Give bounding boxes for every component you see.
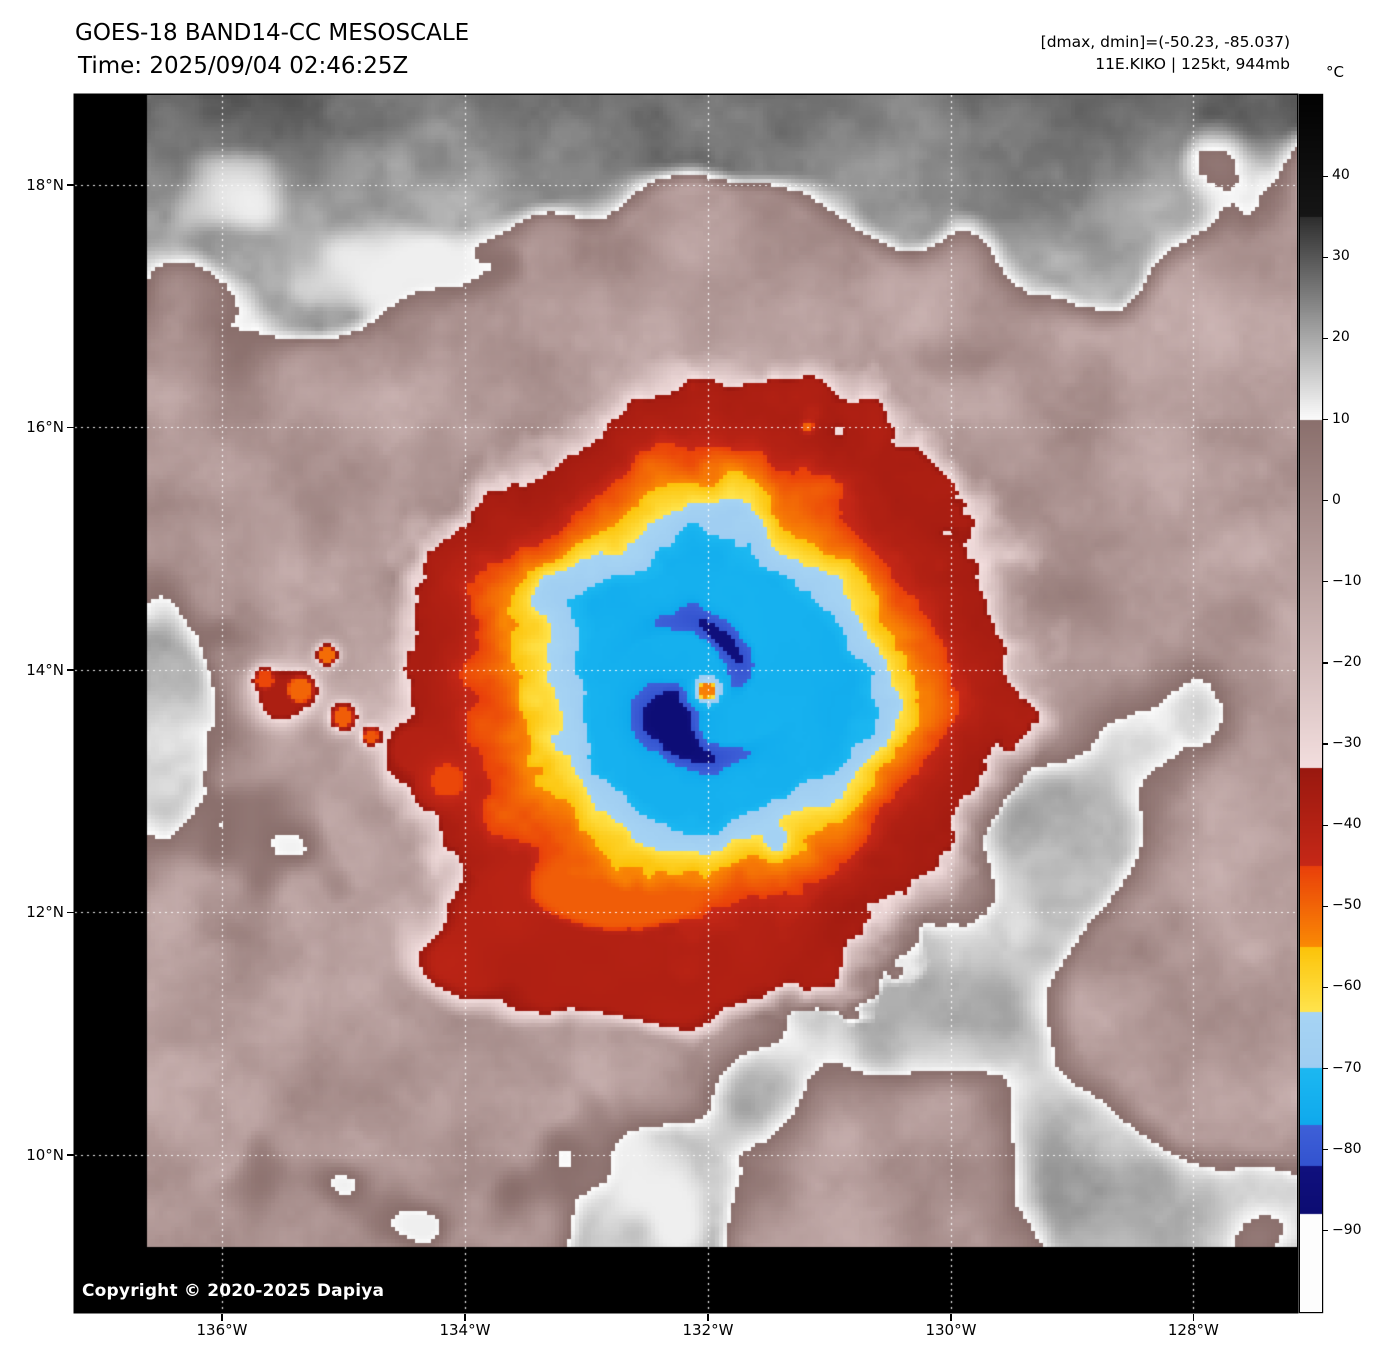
colorbar-canvas [1300,95,1322,1312]
lat-tick-label: 18°N [26,176,64,195]
header-right: [dmax, dmin]=(-50.23, -85.037) 11E.KIKO … [1041,31,1290,75]
lat-tick-mark [67,1154,74,1156]
colorbar-tick-mark [1323,337,1328,339]
colorbar-tick-mark [1323,662,1328,664]
colorbar-unit-label: °C [1326,63,1344,81]
colorbar-tick-label: 0 [1332,491,1341,508]
colorbar-tick-mark [1323,824,1328,826]
colorbar-tick-mark [1323,905,1328,907]
copyright-label: Copyright © 2020-2025 Dapiya [82,1281,385,1301]
lon-tick-mark [1192,1313,1195,1321]
lat-tick-label: 14°N [26,661,64,680]
lon-tick-mark [464,1313,466,1321]
lat-tick-label: 10°N [26,1146,64,1164]
lat-tick-mark [67,184,74,186]
colorbar-tick-label: −40 [1332,816,1362,833]
lat-tick-mark [67,911,74,914]
colorbar-tick-mark [1323,175,1328,177]
lon-tick-mark [950,1313,952,1321]
colorbar-tick-label: −70 [1332,1059,1362,1076]
colorbar-tick-label: −90 [1332,1221,1362,1238]
colorbar-tick-mark [1323,1149,1328,1151]
satellite-image-canvas [75,95,1297,1312]
lat-tick-mark [67,669,74,671]
colorbar [1300,95,1322,1312]
colorbar-tick-label: 40 [1332,167,1350,184]
colorbar-tick-label: 20 [1332,329,1350,346]
colorbar-tick-label: −80 [1332,1140,1362,1157]
colorbar-tick-label: −50 [1332,897,1362,914]
colorbar-tick-mark [1323,743,1328,745]
colorbar-tick-label: −30 [1332,735,1362,752]
colorbar-tick-label: −20 [1332,653,1362,670]
colorbar-tick-mark [1323,418,1328,421]
colorbar-tick-label: −60 [1332,978,1362,995]
lat-tick-label: 16°N [26,418,64,437]
colorbar-tick-mark [1323,986,1328,989]
lon-tick-mark [707,1313,709,1321]
colorbar-tick-mark [1323,1068,1328,1070]
colorbar-tick-mark [1323,581,1328,583]
colorbar-tick-mark [1323,500,1328,502]
lon-tick-label: 130°W [925,1321,977,1339]
colorbar-tick-mark [1323,1230,1328,1232]
lat-tick-mark [67,426,74,429]
colorbar-tick-mark [1323,256,1328,258]
lat-tick-label: 12°N [26,903,64,922]
lon-tick-label: 132°W [682,1321,734,1339]
lon-tick-label: 134°W [439,1321,491,1339]
lon-tick-label: 128°W [1167,1321,1219,1339]
storm-info-readout: 11E.KIKO | 125kt, 944mb [1095,55,1290,73]
lon-tick-label: 136°W [196,1321,248,1339]
colorbar-tick-label: −10 [1332,572,1362,589]
colorbar-tick-label: 30 [1332,248,1350,265]
colorbar-tick-label: 10 [1332,410,1350,427]
dmax-dmin-readout: [dmax, dmin]=(-50.23, -85.037) [1040,33,1290,51]
satellite-map: Copyright © 2020-2025 Dapiya [75,95,1297,1312]
lon-tick-mark [221,1313,223,1321]
chart-time-subtitle: Time: 2025/09/04 02:46:25Z [78,53,409,79]
chart-title: GOES-18 BAND14-CC MESOSCALE [75,20,470,46]
